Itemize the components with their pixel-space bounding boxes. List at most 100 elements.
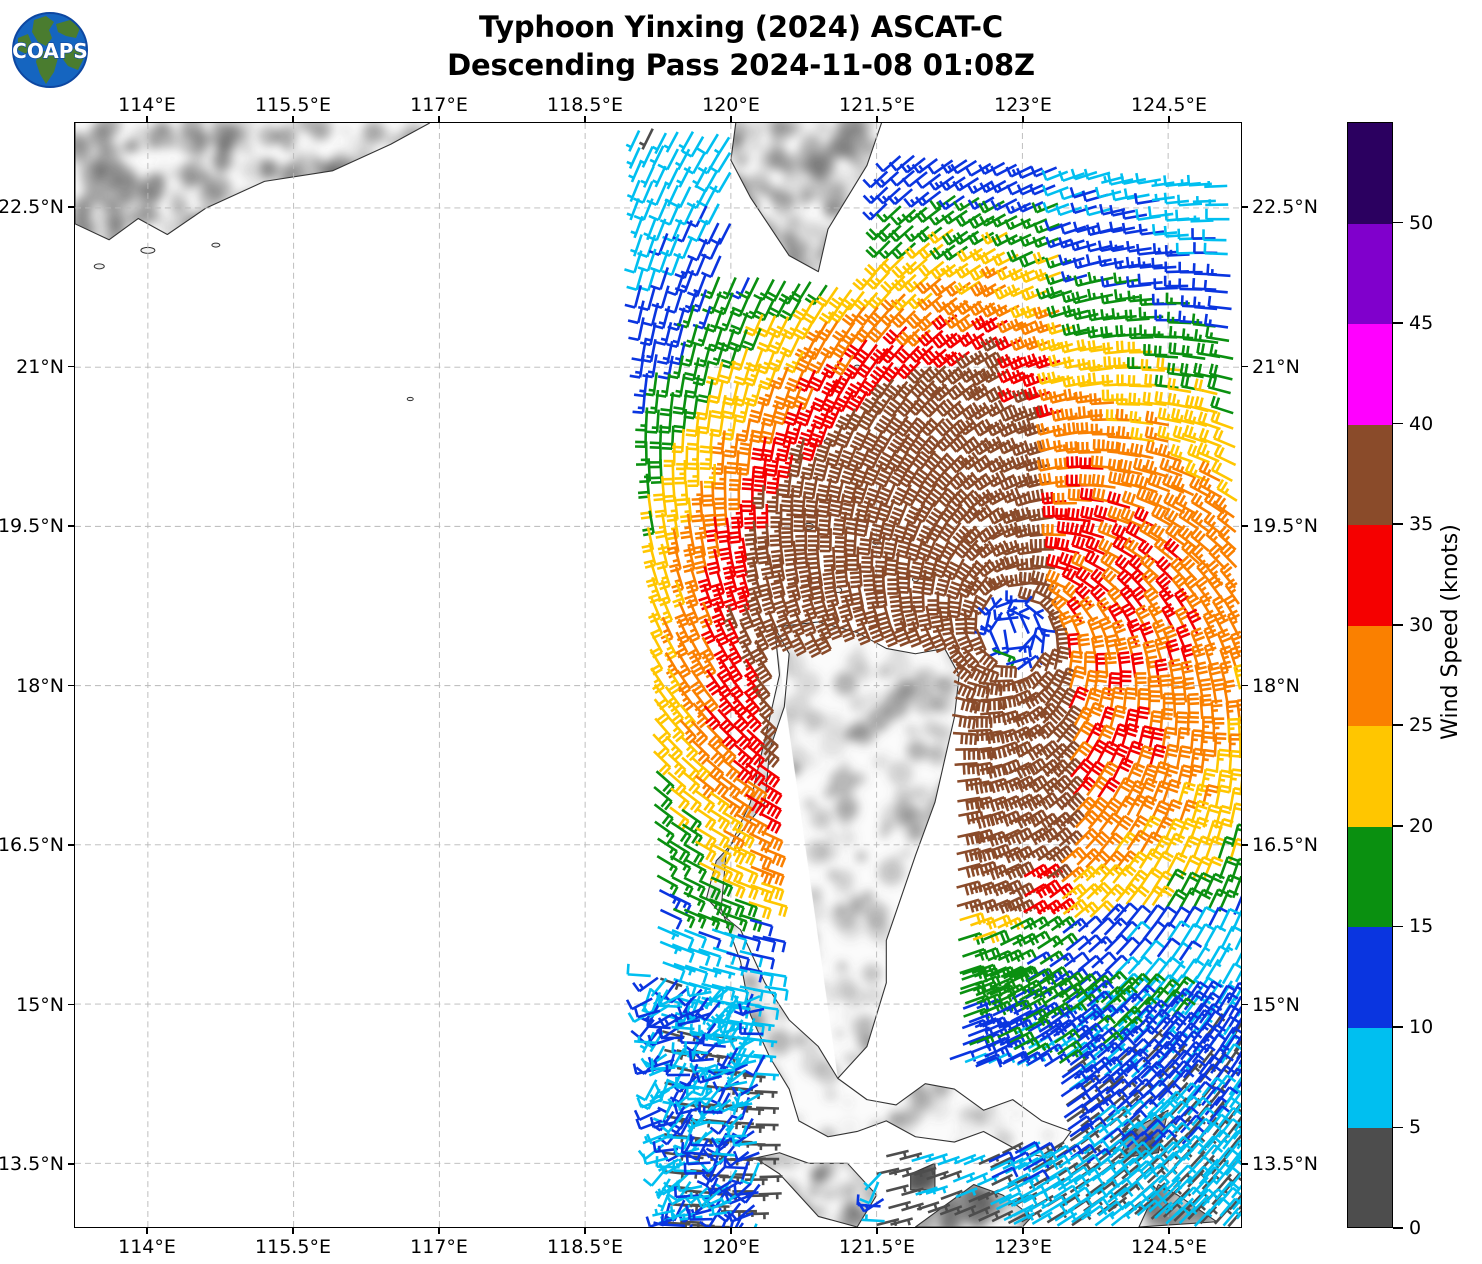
colorbar-band-5-10 xyxy=(1348,1027,1392,1129)
colorbar-tick-label-4: 20 xyxy=(1409,814,1434,837)
lon-tick-label-bottom-7: 124.5°E xyxy=(1131,1236,1207,1258)
lat-tickmark-left-2 xyxy=(68,525,74,527)
lon-tick-label-top-3: 118.5°E xyxy=(547,94,623,116)
colorbar-tick-label-0: 0 xyxy=(1409,1217,1422,1239)
lat-tick-label-right-3: 18°N xyxy=(1252,674,1300,697)
lon-tickmark-bottom-1 xyxy=(292,1228,294,1234)
svg-text:COAPS: COAPS xyxy=(12,39,88,63)
lat-tick-label-left-1: 21°N xyxy=(16,355,64,378)
coaps-logo: COAPS xyxy=(8,8,92,92)
lon-tickmark-top-5 xyxy=(876,116,878,122)
colorbar-tick-label-1: 5 xyxy=(1409,1116,1422,1139)
lon-tickmark-top-4 xyxy=(730,116,732,122)
lon-tickmark-bottom-2 xyxy=(438,1228,440,1234)
lon-tickmark-top-6 xyxy=(1022,116,1024,122)
colorbar-band-30-35 xyxy=(1348,525,1392,626)
lat-tickmark-left-0 xyxy=(68,206,74,208)
lat-tick-label-right-2: 19.5°N xyxy=(1252,515,1319,538)
lon-tickmark-top-7 xyxy=(1168,116,1170,122)
colorbar-band-0-5 xyxy=(1348,1128,1392,1227)
lon-tickmark-bottom-6 xyxy=(1022,1228,1024,1234)
colorbar-tickmark-4 xyxy=(1393,825,1403,827)
lon-tick-label-bottom-3: 118.5°E xyxy=(547,1236,623,1258)
lon-tickmark-bottom-3 xyxy=(584,1228,586,1234)
wind-barbs xyxy=(624,128,1241,1227)
map-plot-area[interactable] xyxy=(74,122,1242,1228)
colorbar-tickmark-1 xyxy=(1393,1126,1403,1129)
lat-tickmark-left-6 xyxy=(68,1163,74,1165)
lat-tickmark-right-3 xyxy=(1242,684,1248,687)
lat-tick-label-left-6: 13.5°N xyxy=(0,1153,64,1176)
lon-tickmark-top-3 xyxy=(584,116,586,122)
lat-tickmark-right-1 xyxy=(1242,365,1248,368)
colorbar-label: Wind Speed (knots) xyxy=(1438,524,1463,740)
colorbar-band-15-20 xyxy=(1348,826,1392,928)
lon-tick-label-top-7: 124.5°E xyxy=(1131,94,1207,116)
lon-tickmark-bottom-5 xyxy=(876,1228,878,1234)
lat-tickmark-right-4 xyxy=(1242,844,1248,846)
colorbar-band-25-30 xyxy=(1348,625,1392,727)
title-line-1: Typhoon Yinxing (2024) ASCAT-C xyxy=(479,10,1003,44)
lon-tick-label-bottom-0: 114°E xyxy=(118,1236,176,1258)
colorbar-tickmark-3 xyxy=(1393,925,1403,928)
lon-tick-label-top-1: 115.5°E xyxy=(255,94,331,116)
lon-tick-label-top-5: 121.5°E xyxy=(839,94,915,116)
lat-tick-label-right-0: 22.5°N xyxy=(1252,196,1319,219)
colorbar-tick-label-3: 15 xyxy=(1409,915,1434,938)
lon-tick-label-bottom-4: 120°E xyxy=(702,1236,760,1258)
lon-tickmark-bottom-0 xyxy=(146,1228,148,1234)
lat-tickmark-left-4 xyxy=(68,844,74,846)
lat-tick-label-right-5: 15°N xyxy=(1252,993,1300,1016)
colorbar-tickmark-7 xyxy=(1393,523,1403,525)
colorbar-band-20-25 xyxy=(1348,726,1392,827)
lat-tick-label-left-5: 15°N xyxy=(16,993,64,1016)
lon-tickmark-top-2 xyxy=(438,116,440,122)
coaps-globe-icon: COAPS xyxy=(12,12,88,88)
colorbar-band-10-15 xyxy=(1348,927,1392,1028)
lon-tick-label-bottom-2: 117°E xyxy=(410,1236,468,1258)
lon-tick-label-bottom-1: 115.5°E xyxy=(255,1236,331,1258)
lat-tickmark-left-3 xyxy=(68,684,74,687)
lat-tick-label-left-2: 19.5°N xyxy=(0,515,64,538)
colorbar-tickmark-6 xyxy=(1393,623,1403,626)
colorbar-band-50-55 xyxy=(1348,123,1392,224)
lat-tick-label-right-6: 13.5°N xyxy=(1252,1153,1319,1176)
colorbar-tick-label-9: 45 xyxy=(1409,312,1434,335)
lon-tick-label-top-4: 120°E xyxy=(702,94,760,116)
lat-tickmark-left-5 xyxy=(68,1003,74,1006)
colorbar-tick-label-10: 50 xyxy=(1409,211,1434,234)
wind-barb-map xyxy=(75,123,1241,1227)
terrain-china xyxy=(75,123,430,240)
lon-tickmark-bottom-4 xyxy=(730,1228,732,1234)
lat-tick-label-right-4: 16.5°N xyxy=(1252,834,1319,857)
lon-tick-label-bottom-6: 123°E xyxy=(994,1236,1052,1258)
lat-tick-label-right-1: 21°N xyxy=(1252,355,1300,378)
colorbar-band-40-45 xyxy=(1348,324,1392,425)
lat-tickmark-left-1 xyxy=(68,365,74,368)
colorbar-band-45-50 xyxy=(1348,223,1392,325)
title-line-2: Descending Pass 2024-11-08 01:08Z xyxy=(447,48,1035,82)
colorbar-band-35-40 xyxy=(1348,424,1392,526)
lon-tickmark-top-0 xyxy=(146,116,148,122)
lat-tickmark-right-2 xyxy=(1242,525,1248,527)
colorbar-tickmark-10 xyxy=(1393,221,1403,224)
lon-tickmark-bottom-7 xyxy=(1168,1228,1170,1234)
lat-tickmark-right-0 xyxy=(1242,206,1248,208)
colorbar xyxy=(1347,122,1393,1228)
colorbar-tickmark-8 xyxy=(1393,422,1403,425)
page-title: Typhoon Yinxing (2024) ASCAT-C Descendin… xyxy=(0,8,1482,84)
colorbar-tick-label-6: 30 xyxy=(1409,613,1434,636)
lat-tick-label-left-3: 18°N xyxy=(16,674,64,697)
lon-tick-label-bottom-5: 121.5°E xyxy=(839,1236,915,1258)
colorbar-tickmark-0 xyxy=(1393,1227,1403,1229)
lon-tick-label-top-2: 117°E xyxy=(410,94,468,116)
colorbar-tickmark-2 xyxy=(1393,1026,1403,1028)
colorbar-tick-label-5: 25 xyxy=(1409,714,1434,737)
lon-tick-label-top-6: 123°E xyxy=(994,94,1052,116)
colorbar-tick-label-7: 35 xyxy=(1409,513,1434,536)
lat-tick-label-left-4: 16.5°N xyxy=(0,834,64,857)
lat-tick-label-left-0: 22.5°N xyxy=(0,196,64,219)
lat-tickmark-right-6 xyxy=(1242,1163,1248,1165)
lat-tickmark-right-5 xyxy=(1242,1003,1248,1006)
colorbar-tick-label-8: 40 xyxy=(1409,412,1434,435)
